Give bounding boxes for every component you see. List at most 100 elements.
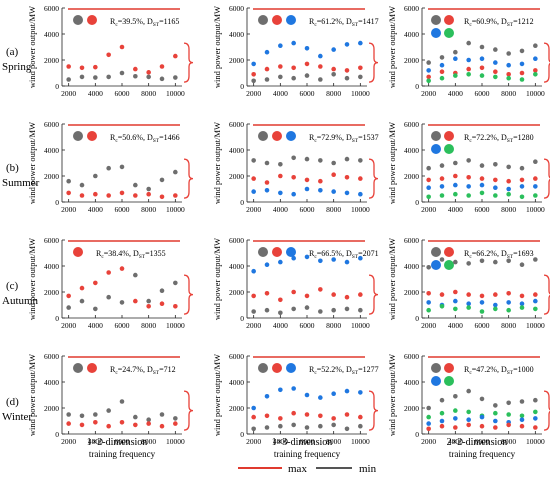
range-brace xyxy=(543,274,550,315)
point-green xyxy=(493,410,498,416)
point-gray xyxy=(304,305,310,310)
point-gray xyxy=(519,165,525,171)
dst-sub: ST xyxy=(507,138,514,144)
point-gray xyxy=(318,309,323,314)
stats-annotation: Rc=50.6%, DST=1466 xyxy=(110,133,180,144)
legend-dot-red xyxy=(272,247,282,257)
point-gray xyxy=(426,165,431,171)
x-tick-label: 6000 xyxy=(300,321,315,330)
y-axis-label: wind power output/MW xyxy=(387,122,397,204)
point-red xyxy=(133,66,138,72)
point-blue xyxy=(344,42,350,47)
point-green xyxy=(479,309,485,314)
dst-sub: ST xyxy=(507,254,514,260)
point-blue xyxy=(466,301,471,307)
point-green xyxy=(506,191,511,197)
point-gray xyxy=(159,76,165,82)
point-red xyxy=(291,410,296,416)
rc-sub: c xyxy=(314,370,317,376)
x-tick-label: 8000 xyxy=(501,321,516,330)
y-axis-label: wind power output/MW xyxy=(387,354,397,436)
column-labels: 1×2-dimension 1×3-dimension 2×2-dimensio… xyxy=(87,437,508,448)
point-red xyxy=(66,190,71,196)
point-gray xyxy=(159,177,165,183)
point-gray xyxy=(79,182,85,188)
point-blue xyxy=(291,191,296,197)
point-blue xyxy=(331,189,336,194)
dst-sub: ST xyxy=(507,22,514,28)
point-gray xyxy=(304,73,310,78)
dst-value: =1693 xyxy=(513,249,534,258)
point-blue xyxy=(453,182,458,188)
point-red xyxy=(146,304,151,309)
point-red xyxy=(479,423,485,429)
y-tick-label: 6000 xyxy=(229,4,244,13)
point-blue xyxy=(331,47,336,52)
point-gray xyxy=(466,388,471,394)
point-gray xyxy=(251,309,256,314)
rc-value: =66.5%, D xyxy=(317,249,352,258)
x-tick-label: 2000 xyxy=(421,205,436,214)
point-red xyxy=(251,72,256,77)
point-blue xyxy=(453,416,458,421)
point-green xyxy=(493,306,498,312)
point-gray xyxy=(453,394,458,399)
point-blue xyxy=(439,62,445,68)
point-red xyxy=(318,413,323,419)
point-red xyxy=(331,172,336,177)
rc-sub: c xyxy=(101,254,104,260)
x-tick-label: 8000 xyxy=(141,321,156,330)
point-red xyxy=(358,65,363,71)
dst-value: =1000 xyxy=(513,365,534,374)
point-gray xyxy=(173,75,178,80)
rc-label: R xyxy=(96,249,102,258)
point-blue xyxy=(331,391,336,397)
point-red xyxy=(426,177,431,183)
y-tick-label: 2000 xyxy=(229,56,244,65)
dst-value: =1417 xyxy=(358,17,379,26)
y-axis-label: wind power output/MW xyxy=(387,6,397,88)
point-blue xyxy=(479,300,485,305)
point-gray xyxy=(146,417,151,423)
range-brace xyxy=(183,274,194,315)
point-red xyxy=(133,298,138,304)
rc-value: =39.5%, D xyxy=(118,17,153,26)
y-axis-label: wind power output/MW xyxy=(387,238,397,320)
dst-sub: ST xyxy=(352,254,359,260)
stats-annotation: Rc=24.7%, DST=712 xyxy=(110,365,176,376)
legend-dot-gray xyxy=(258,131,268,141)
point-red xyxy=(119,266,125,271)
x-tick-label: 8000 xyxy=(141,437,156,446)
legend-dot-gray xyxy=(431,131,441,141)
point-gray xyxy=(358,74,363,80)
point-green xyxy=(453,191,458,197)
point-gray xyxy=(519,399,525,404)
stats-annotation: Rc=39.5%, DST=1165 xyxy=(110,17,179,28)
rc-sub: c xyxy=(469,22,472,28)
point-blue xyxy=(251,405,256,411)
point-blue xyxy=(439,184,445,189)
x-tick-label: 8000 xyxy=(326,205,341,214)
point-green xyxy=(439,410,445,416)
point-red xyxy=(519,423,525,429)
point-red xyxy=(278,416,283,421)
point-red xyxy=(519,177,525,183)
point-blue xyxy=(493,418,498,424)
point-blue xyxy=(479,56,485,61)
legend-dot-blue xyxy=(286,15,296,25)
x-tick-label: 4000 xyxy=(273,437,288,446)
point-gray xyxy=(79,74,85,80)
legend-dot-gray xyxy=(73,15,83,25)
point-gray xyxy=(344,156,350,162)
x-axis-label: training frequency xyxy=(89,449,156,459)
y-tick-label: 6000 xyxy=(229,120,244,129)
legend-dot-blue xyxy=(431,376,441,386)
x-tick-label: 2000 xyxy=(61,205,76,214)
point-red xyxy=(93,64,98,70)
rc-sub: c xyxy=(115,22,118,28)
x-tick-label: 10000 xyxy=(166,437,185,446)
point-gray xyxy=(264,307,270,313)
